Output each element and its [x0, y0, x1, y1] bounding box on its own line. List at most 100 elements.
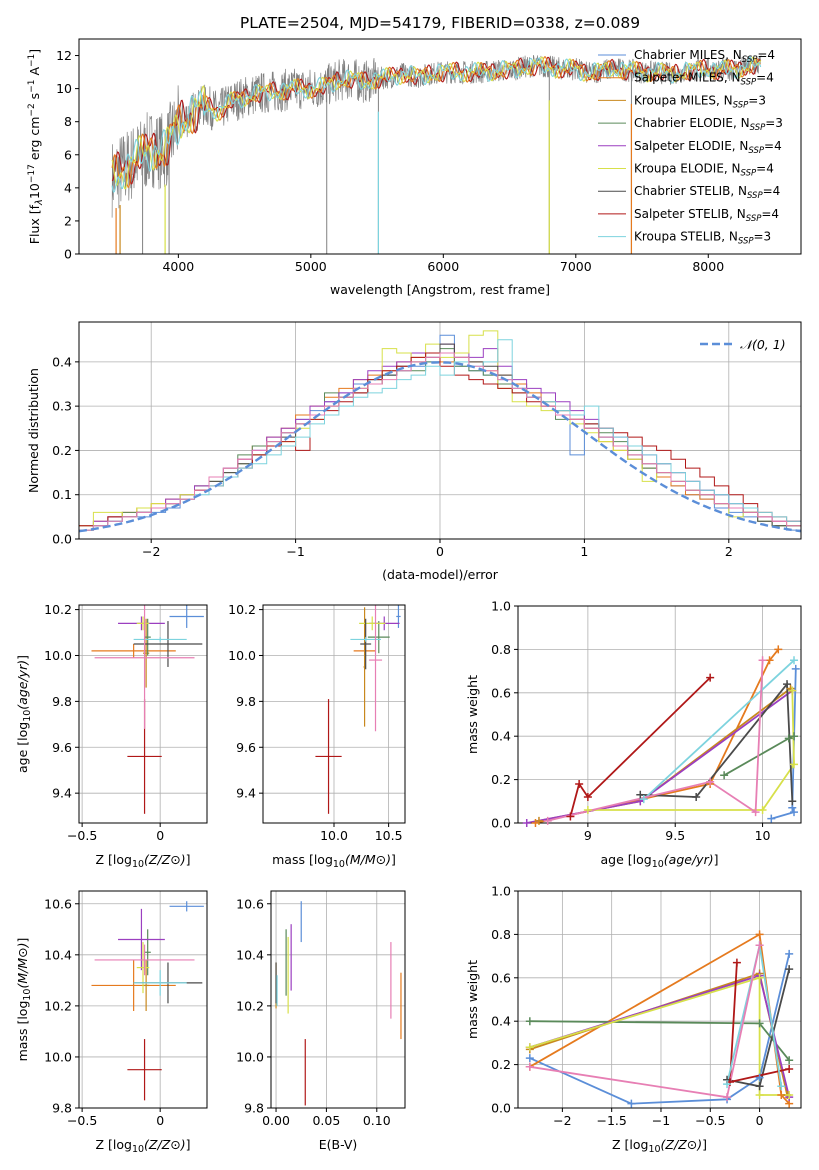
weight-marker-salpeter_stelib: [706, 673, 715, 682]
weight-marker-kroupa_elodie: [785, 1090, 794, 1099]
y-axis-label: Flux [fλ10−17 erg cm−2 s−1 A−1]: [27, 49, 45, 244]
x-tick-label: 8000: [692, 259, 724, 274]
weight-line-pink_model: [547, 660, 764, 822]
y-tick-label: 10.0: [44, 1049, 72, 1064]
x-axis-label: (data-model)/error: [382, 567, 499, 582]
weight-marker-chabrier_miles: [791, 664, 800, 673]
x-tick-label: 0: [756, 1113, 764, 1128]
y-tick-label: 6: [64, 147, 72, 162]
y-tick-label: 0.0: [491, 816, 511, 831]
x-tick-label: 0.10: [363, 1113, 391, 1128]
weight-marker-pink_model: [755, 941, 764, 950]
x-tick-label: 10.5: [375, 828, 403, 843]
panel-age_vs_Z: −0.5 0 9.4 9.6 9.8 10.0 10.2 Z [log10(Z/Z⊙)] age…: [15, 602, 208, 870]
x-tick-label: −0.5: [67, 1113, 97, 1128]
weight-marker-kroupa_elodie: [755, 1090, 764, 1099]
weight-line-chabrier_stelib: [640, 681, 794, 802]
x-tick-label: −2: [142, 544, 160, 559]
x-tick-label: −0.5: [695, 1113, 725, 1128]
y-tick-label: 9.8: [236, 694, 256, 709]
weight-marker-chabrier_elodie: [755, 1019, 764, 1028]
weight-marker-pink_model: [723, 1093, 732, 1102]
weight-marker-salpeter_miles: [774, 645, 783, 654]
legend-label: Salpeter ELODIE, NSSP=4: [634, 139, 782, 156]
weight-marker-pink_model: [543, 816, 552, 825]
spectrum-data-line: [111, 54, 762, 218]
legend-label: Chabrier STELIB, NSSP=4: [634, 184, 780, 201]
weight-marker-salpeter_elodie: [522, 819, 531, 827]
weight-marker-salpeter_stelib: [583, 792, 592, 801]
plot-area: [79, 330, 801, 539]
panel-mass_vs_Z: −0.5 0 9.8 10.0 10.2 10.4 10.6 Z [log10(Z/Z⊙)] m…: [15, 890, 208, 1155]
axes-frame: [78, 38, 802, 255]
weight-marker-chabrier_miles: [627, 1099, 636, 1108]
gaussian-curve: [79, 361, 801, 533]
y-tick-label: 1.0: [491, 599, 511, 614]
y-tick-label: 12: [56, 48, 72, 63]
weight-marker-kroupa_stelib: [639, 795, 648, 804]
weight-marker-pink_model: [751, 808, 760, 817]
spectrum-legend: Chabrier MILES, NSSP=4 Salpeter MILES, NS…: [598, 48, 783, 247]
weight-line-kroupa_stelib: [643, 659, 795, 800]
y-tick-label: 9.8: [244, 1101, 264, 1116]
weight-marker-salpeter_stelib: [566, 812, 575, 821]
weight-marker-chabrier_stelib: [636, 790, 645, 799]
spectrum-model-line-kroupa_stelib: [111, 56, 762, 194]
weight-marker-salpeter_stelib: [785, 1064, 794, 1073]
y-tick-label: 10.2: [44, 602, 72, 617]
weight-marker-salpeter_miles: [755, 930, 764, 939]
axes-frame: [78, 604, 208, 824]
y-axis-label: mass [log10(M/M⊙)]: [15, 938, 33, 1062]
y-tick-label: 9.8: [52, 694, 72, 709]
weight-line-chabrier_elodie: [529, 1020, 790, 1061]
weight-marker-chabrier_stelib: [785, 965, 794, 974]
weight-marker-chabrier_elodie: [525, 1017, 534, 1026]
y-tick-label: 10.4: [44, 947, 72, 962]
weight-marker-salpeter_miles: [765, 656, 774, 665]
weight-marker-chabrier_stelib: [788, 797, 797, 806]
y-tick-label: 10.4: [236, 947, 264, 962]
y-tick-label: 9.6: [52, 740, 72, 755]
x-tick-label: 7000: [560, 259, 592, 274]
y-tick-label: 0.6: [491, 970, 511, 985]
gaussian-legend-label: 𝒩(0, 1): [740, 337, 786, 352]
weight-marker-chabrier_elodie: [784, 734, 793, 743]
plot-area: [111, 54, 762, 254]
weight-line-salpeter_stelib: [569, 676, 711, 817]
y-tick-label: 0.8: [491, 642, 511, 657]
weight-marker-chabrier_miles: [790, 808, 799, 817]
weight-marker-chabrier_miles: [525, 1054, 534, 1063]
panel-mass_vs_ebv: 0.00 0.05 0.10 9.8 10.0 10.2 10.4 10.6 E(B-V): [236, 890, 406, 1152]
y-tick-label: 10.2: [236, 998, 264, 1013]
x-tick-label: 4000: [162, 259, 194, 274]
x-tick-label: −1.5: [596, 1113, 626, 1128]
axes-frame: [270, 890, 406, 1109]
weight-marker-chabrier_stelib: [692, 792, 701, 801]
y-tick-label: 0.8: [491, 927, 511, 942]
y-tick-label: 9.8: [52, 1101, 72, 1116]
axes-frame: [517, 605, 802, 824]
plot-area: [529, 932, 791, 1105]
weight-marker-kroupa_elodie: [790, 760, 799, 769]
legend-label: Kroupa ELODIE, NSSP=4: [634, 162, 774, 179]
legend-label: Salpeter MILES, NSSP=4: [634, 71, 774, 88]
weight-marker-kroupa_stelib: [790, 656, 799, 665]
weight-marker-salpeter_stelib: [732, 958, 741, 967]
legend-label: Chabrier ELODIE, NSSP=3: [634, 116, 783, 133]
weight-marker-chabrier_elodie: [720, 771, 729, 780]
plot-area: [275, 901, 402, 1106]
weight-marker-chabrier_stelib: [783, 680, 792, 689]
weight-marker-chabrier_stelib: [755, 1082, 764, 1091]
spectrum-model-line-salpeter_miles: [111, 56, 761, 188]
weight-marker-kroupa_elodie: [758, 805, 767, 814]
panel-spectrum: 4000 5000 6000 7000 8000 0 2 4 6 8 10 12 wavelength …: [27, 38, 802, 297]
y-tick-label: 10: [56, 81, 72, 96]
weight-marker-kroupa_miles: [534, 816, 543, 825]
panel-weight_vs_Z: −2 −1.5 −1 −0.5 0 0.0 0.2 0.4 0.6 0.8 1.0 Z [log10(…: [465, 884, 802, 1155]
x-axis-label: Z [log10(Z/Z⊙)]: [95, 852, 190, 870]
figure-title: PLATE=2504, MJD=54179, FIBERID=0338, z=0…: [240, 14, 640, 32]
weight-marker-kroupa_stelib: [723, 1080, 732, 1089]
y-tick-label: 0.2: [52, 443, 72, 458]
x-axis-label: Z [log10(Z/Z⊙)]: [95, 1137, 190, 1155]
